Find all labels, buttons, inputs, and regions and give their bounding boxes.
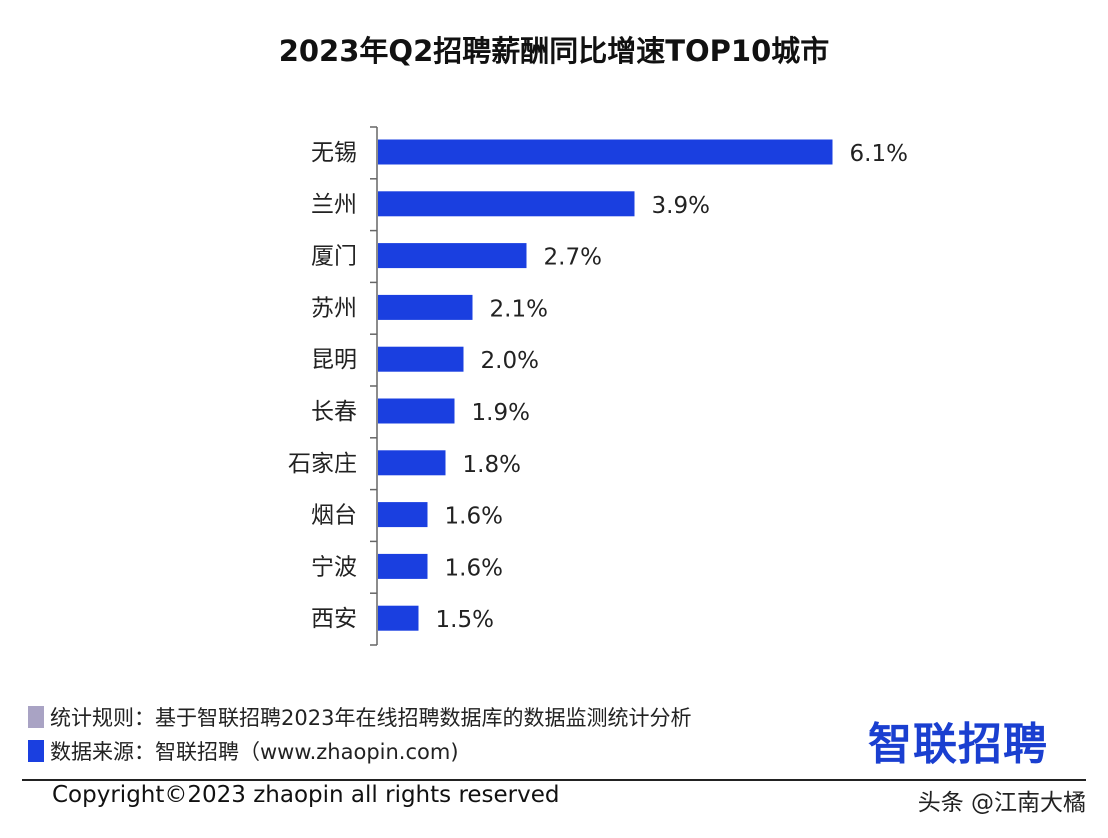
category-label: 厦门 — [311, 244, 357, 270]
source-legend-square — [28, 740, 44, 762]
data-label: 1.9% — [472, 400, 530, 426]
data-label: 1.5% — [436, 607, 494, 633]
bar — [378, 605, 419, 631]
bar — [378, 398, 455, 424]
bar — [378, 139, 833, 165]
category-label: 兰州 — [311, 192, 357, 218]
category-label: 无锡 — [311, 140, 357, 166]
category-label: 烟台 — [311, 503, 357, 529]
category-label: 长春 — [311, 399, 357, 425]
bar — [378, 294, 473, 320]
chart-title: 2023年Q2招聘薪酬同比增速TOP10城市 — [278, 34, 830, 68]
bar-chart: 无锡 6.1% 兰州 3.9% 厦门 2.7% 苏州 2.1% 昆明 2.0% 长春 1.9% 石家庄 1… — [288, 126, 908, 646]
bar — [378, 553, 428, 579]
data-label: 6.1% — [850, 141, 908, 167]
copyright: Copyright©2023 zhaopin all rights reserv… — [52, 782, 560, 808]
bar — [378, 191, 635, 217]
data-label: 2.7% — [544, 245, 602, 271]
zhaopin-logo: 智联招聘 — [868, 719, 1048, 770]
category-label: 宁波 — [311, 554, 357, 580]
data-label: 3.9% — [652, 193, 710, 219]
bar — [378, 346, 464, 372]
data-label: 1.6% — [445, 504, 503, 530]
rule-legend-square — [28, 706, 44, 728]
rule-note-text: 统计规则：基于智联招聘2023年在线招聘数据库的数据监测统计分析 — [50, 706, 692, 730]
category-label: 苏州 — [311, 295, 357, 321]
watermark: 头条 @江南大橘 — [917, 790, 1086, 816]
bar — [378, 243, 527, 269]
bar — [378, 450, 446, 476]
bar — [378, 502, 428, 528]
category-label: 昆明 — [311, 347, 357, 373]
data-label: 1.6% — [445, 555, 503, 581]
data-label: 2.1% — [490, 296, 548, 322]
category-label: 西安 — [311, 606, 357, 632]
rule-note: 统计规则：基于智联招聘2023年在线招聘数据库的数据监测统计分析 — [28, 702, 691, 732]
source-note: 数据来源：智联招聘（www.zhaopin.com) — [28, 736, 459, 766]
category-label: 石家庄 — [288, 451, 357, 477]
data-label: 1.8% — [463, 452, 521, 478]
divider — [22, 779, 1086, 781]
source-note-text: 数据来源：智联招聘（www.zhaopin.com) — [50, 740, 459, 764]
data-label: 2.0% — [481, 348, 539, 374]
